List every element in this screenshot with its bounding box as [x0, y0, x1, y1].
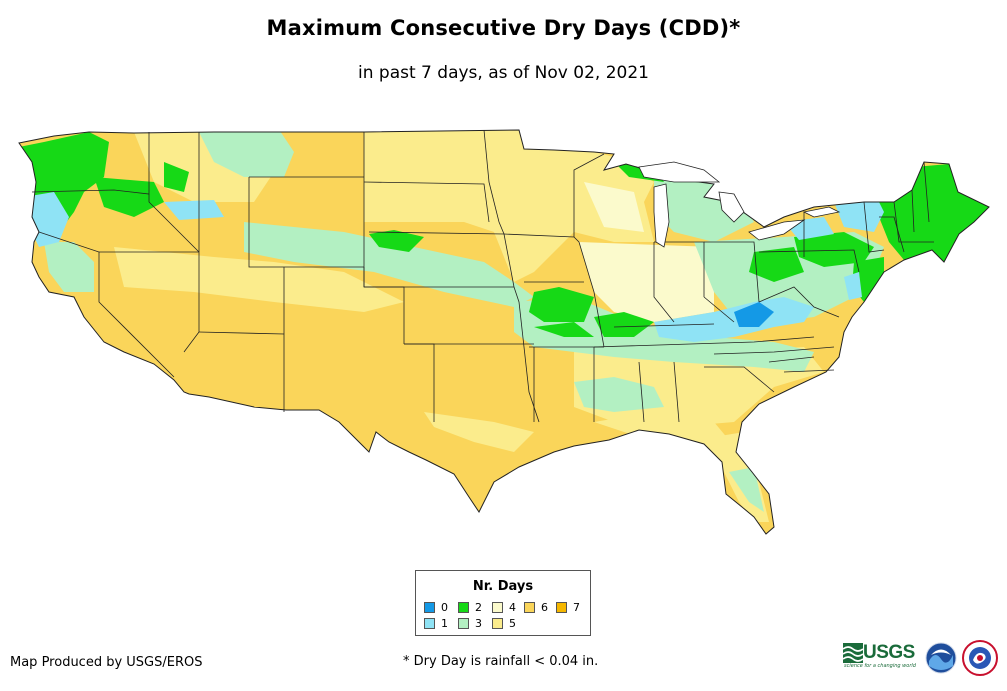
dry-day-footnote: * Dry Day is rainfall < 0.04 in.	[403, 654, 599, 669]
legend-label: 1	[441, 617, 448, 630]
legend-swatch	[458, 602, 469, 613]
nws-logo-icon	[962, 640, 998, 676]
noaa-logo-icon	[925, 642, 957, 674]
legend-item-6: 6	[524, 602, 548, 614]
usgs-wave-icon	[843, 643, 863, 663]
legend-swatch	[458, 618, 469, 629]
legend-title: Nr. Days	[472, 579, 534, 594]
legend-label: 6	[541, 601, 548, 614]
legend-item-0: 0	[424, 602, 448, 614]
legend-item-7: 7	[556, 602, 580, 614]
usgs-tagline: science for a changing world	[844, 663, 916, 669]
map-title: Maximum Consecutive Dry Days (CDD)*	[266, 16, 741, 40]
legend-item-2: 2	[458, 602, 482, 614]
legend: Nr. Days 0 1 2 3 4 5 6 7	[415, 570, 591, 636]
legend-item-3: 3	[458, 618, 482, 630]
legend-swatch	[424, 602, 435, 613]
legend-item-1: 1	[424, 618, 448, 630]
legend-label: 0	[441, 601, 448, 614]
legend-swatch	[556, 602, 567, 613]
map-credit: Map Produced by USGS/EROS	[10, 655, 203, 670]
usgs-wordmark: USGS	[863, 642, 915, 663]
legend-item-5: 5	[492, 618, 516, 630]
legend-swatch	[524, 602, 535, 613]
legend-swatch	[492, 602, 503, 613]
us-cdd-map	[18, 129, 990, 535]
legend-label: 2	[475, 601, 482, 614]
legend-label: 3	[475, 617, 482, 630]
legend-swatch	[492, 618, 503, 629]
legend-item-4: 4	[492, 602, 516, 614]
legend-swatch	[424, 618, 435, 629]
legend-label: 7	[573, 601, 580, 614]
legend-label: 4	[509, 601, 516, 614]
legend-label: 5	[509, 617, 516, 630]
map-subtitle: in past 7 days, as of Nov 02, 2021	[358, 63, 649, 83]
usgs-logo: USGS science for a changing world	[843, 641, 919, 674]
